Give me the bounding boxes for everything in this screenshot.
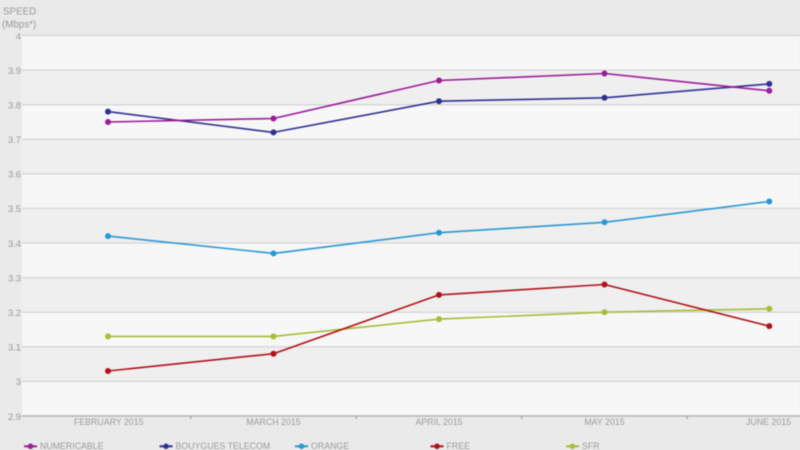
svg-text:4: 4 [16,30,21,41]
svg-text:FREE: FREE [447,441,471,450]
svg-text:JUNE 2015: JUNE 2015 [746,417,791,427]
svg-text:MARCH 2015: MARCH 2015 [246,417,300,427]
svg-text:3.1: 3.1 [8,342,21,353]
svg-text:3.4: 3.4 [8,238,21,249]
svg-text:3.8: 3.8 [8,100,21,111]
svg-text:2.9: 2.9 [8,411,21,422]
svg-text:APRIL 2015: APRIL 2015 [415,417,462,427]
svg-text:ORANGE: ORANGE [311,441,349,450]
svg-text:3.7: 3.7 [8,134,21,145]
svg-text:3.3: 3.3 [8,272,21,283]
svg-text:3.6: 3.6 [8,169,21,180]
svg-text:FEBRUARY 2015: FEBRUARY 2015 [74,417,144,427]
svg-text:3.5: 3.5 [8,203,21,214]
svg-text:(Mbps*): (Mbps*) [2,19,36,30]
svg-text:3.2: 3.2 [8,307,21,318]
svg-text:3: 3 [16,376,21,387]
svg-text:BOUYGUES TELECOM: BOUYGUES TELECOM [176,441,271,450]
svg-text:MAY 2015: MAY 2015 [584,417,624,427]
svg-text:3.9: 3.9 [8,65,21,76]
svg-text:SPEED: SPEED [3,6,36,17]
svg-text:NUMERICABLE: NUMERICABLE [40,441,104,450]
svg-text:SFR: SFR [582,441,600,450]
